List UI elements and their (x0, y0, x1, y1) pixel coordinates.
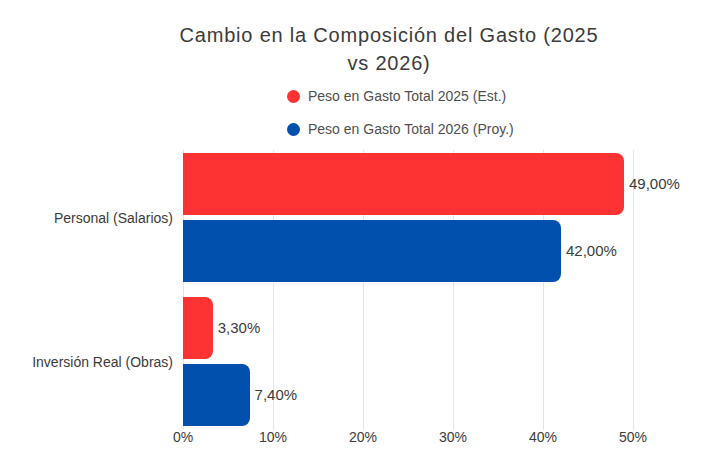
x-axis-tick-label: 40% (513, 429, 573, 445)
x-axis-tick-label: 0% (153, 429, 213, 445)
legend-item[interactable]: Peso en Gasto Total 2025 (Est.) (287, 88, 506, 104)
category-label: Inversión Real (Obras) (0, 353, 173, 371)
x-axis-tick-label: 30% (423, 429, 483, 445)
bar[interactable] (183, 297, 213, 359)
bar[interactable] (183, 153, 624, 215)
bar-value-label: 49,00% (629, 175, 680, 193)
bar[interactable] (183, 220, 561, 282)
legend-marker-icon (287, 123, 300, 136)
chart-title: Cambio en la Composición del Gasto (2025… (89, 21, 689, 77)
bar-value-label: 7,40% (255, 386, 298, 404)
category-label: Personal (Salarios) (0, 209, 173, 227)
bar[interactable] (183, 364, 250, 426)
bar-value-label: 3,30% (218, 319, 261, 337)
bar-value-label: 42,00% (566, 242, 617, 260)
bar-chart: Cambio en la Composición del Gasto (2025… (0, 0, 704, 470)
legend-item[interactable]: Peso en Gasto Total 2026 (Proy.) (287, 121, 514, 137)
legend-marker-icon (287, 90, 300, 103)
x-axis-tick-label: 50% (603, 429, 663, 445)
legend-item-label: Peso en Gasto Total 2025 (Est.) (308, 88, 506, 104)
x-axis-tick-label: 20% (333, 429, 393, 445)
legend-item-label: Peso en Gasto Total 2026 (Proy.) (308, 121, 514, 137)
x-axis-tick-label: 10% (243, 429, 303, 445)
